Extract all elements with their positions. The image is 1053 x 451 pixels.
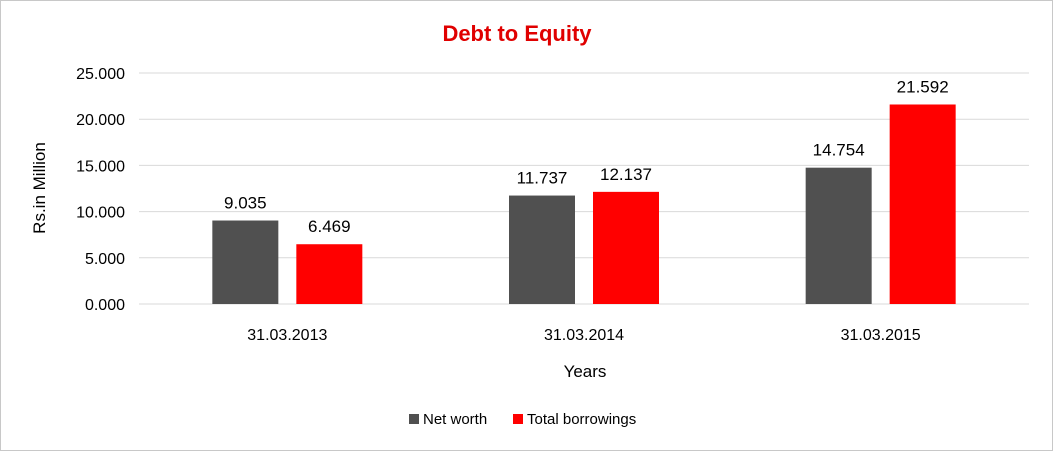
bar-net-worth [212, 220, 279, 304]
bar-total-borrowings [593, 191, 659, 304]
x-axis-ticks: 31.03.2013 31.03.2014 31.03.2015 [247, 327, 921, 344]
legend: Net worth Total borrowings [409, 411, 636, 428]
chart-title: Debt to Equity [442, 21, 592, 46]
y-tick-label: 0.000 [85, 297, 125, 314]
bars [212, 104, 956, 304]
gridlines [139, 72, 1029, 305]
bar-total-borrowings [889, 104, 956, 304]
x-tick-label: 31.03.2013 [247, 327, 327, 344]
y-tick-label: 5.000 [85, 251, 125, 268]
y-tick-label: 25.000 [76, 66, 125, 83]
data-label: 14.754 [813, 141, 865, 160]
legend-swatch [409, 414, 419, 424]
y-axis-label: Rs.in Million [30, 142, 49, 234]
x-axis-label: Years [564, 362, 607, 381]
data-labels: 9.035 6.469 11.737 12.137 14.754 21.592 [224, 77, 949, 236]
bar-total-borrowings [296, 244, 363, 304]
y-tick-label: 10.000 [76, 205, 125, 222]
legend-entry: Net worth [423, 411, 487, 428]
data-label: 11.737 [517, 169, 568, 188]
data-label: 9.035 [224, 194, 267, 213]
bar-net-worth [805, 167, 872, 304]
y-tick-label: 20.000 [76, 112, 125, 129]
data-label: 6.469 [308, 217, 351, 236]
y-tick-label: 15.000 [76, 158, 125, 175]
legend-entry: Total borrowings [527, 411, 636, 428]
x-tick-label: 31.03.2015 [841, 327, 921, 344]
data-label: 12.137 [600, 165, 652, 184]
y-axis-ticks: 0.000 5.000 10.000 15.000 20.000 25.000 [76, 66, 125, 314]
x-tick-label: 31.03.2014 [544, 327, 624, 344]
legend-swatch [513, 414, 523, 424]
bar-net-worth [509, 195, 575, 304]
data-label: 21.592 [897, 77, 949, 96]
